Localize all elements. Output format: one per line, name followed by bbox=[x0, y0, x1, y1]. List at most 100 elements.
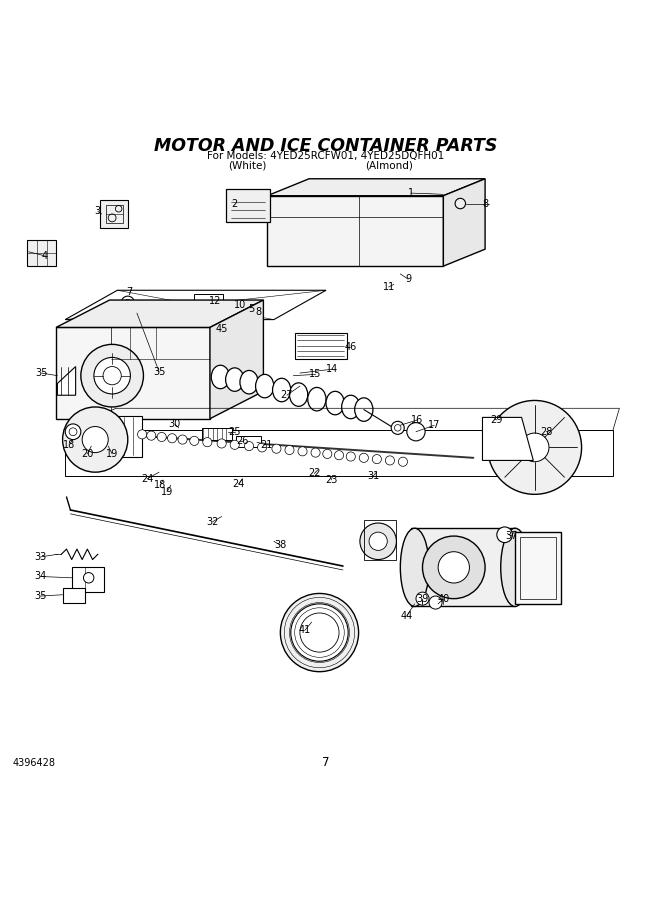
Text: 40: 40 bbox=[437, 594, 449, 604]
Circle shape bbox=[240, 302, 250, 311]
Circle shape bbox=[291, 604, 348, 662]
Text: 19: 19 bbox=[161, 487, 173, 497]
Circle shape bbox=[178, 435, 187, 444]
Polygon shape bbox=[226, 189, 270, 221]
Polygon shape bbox=[295, 333, 347, 359]
Text: 38: 38 bbox=[274, 540, 286, 550]
Circle shape bbox=[429, 596, 442, 609]
Polygon shape bbox=[236, 436, 261, 447]
Circle shape bbox=[103, 366, 121, 385]
Text: 18: 18 bbox=[63, 440, 75, 450]
Text: 14: 14 bbox=[327, 364, 338, 374]
Ellipse shape bbox=[355, 398, 373, 421]
Circle shape bbox=[65, 424, 81, 439]
Polygon shape bbox=[202, 428, 232, 439]
Text: 7: 7 bbox=[126, 287, 132, 297]
Text: 16: 16 bbox=[411, 415, 423, 425]
Polygon shape bbox=[56, 328, 210, 418]
Circle shape bbox=[82, 427, 108, 453]
Polygon shape bbox=[515, 532, 561, 604]
Ellipse shape bbox=[400, 528, 429, 607]
Polygon shape bbox=[482, 418, 533, 461]
Ellipse shape bbox=[211, 365, 230, 389]
Ellipse shape bbox=[226, 368, 244, 392]
Circle shape bbox=[407, 423, 425, 441]
Text: 23: 23 bbox=[325, 475, 337, 485]
Circle shape bbox=[190, 436, 199, 446]
Circle shape bbox=[385, 456, 394, 465]
Text: 35: 35 bbox=[36, 368, 48, 378]
Text: 37: 37 bbox=[505, 531, 517, 541]
Circle shape bbox=[168, 434, 177, 443]
Polygon shape bbox=[56, 300, 263, 328]
Circle shape bbox=[200, 311, 223, 335]
Text: 39: 39 bbox=[417, 594, 428, 604]
Text: 5: 5 bbox=[248, 304, 255, 314]
Text: 8: 8 bbox=[255, 307, 261, 317]
Text: 27: 27 bbox=[280, 391, 293, 401]
Ellipse shape bbox=[289, 382, 308, 406]
Text: 26: 26 bbox=[237, 436, 248, 446]
Circle shape bbox=[360, 523, 396, 560]
Text: (White): (White) bbox=[229, 160, 267, 170]
Polygon shape bbox=[27, 240, 56, 266]
Text: 17: 17 bbox=[428, 420, 440, 430]
Text: 1: 1 bbox=[408, 188, 414, 198]
Circle shape bbox=[311, 448, 320, 457]
Text: 33: 33 bbox=[35, 552, 46, 562]
Text: 44: 44 bbox=[401, 610, 413, 621]
Circle shape bbox=[455, 198, 466, 209]
Text: 35: 35 bbox=[153, 367, 165, 377]
Text: 45: 45 bbox=[216, 324, 228, 334]
Circle shape bbox=[438, 552, 469, 583]
Circle shape bbox=[369, 532, 387, 551]
Text: (Almond): (Almond) bbox=[364, 160, 413, 170]
Text: 11: 11 bbox=[383, 282, 394, 292]
Circle shape bbox=[230, 440, 239, 449]
Ellipse shape bbox=[342, 395, 360, 419]
Circle shape bbox=[147, 431, 156, 440]
Text: 9: 9 bbox=[405, 274, 411, 284]
Text: 46: 46 bbox=[345, 342, 357, 352]
Text: 15: 15 bbox=[310, 369, 321, 380]
Polygon shape bbox=[72, 567, 104, 592]
Circle shape bbox=[359, 454, 368, 463]
Circle shape bbox=[346, 452, 355, 461]
Ellipse shape bbox=[308, 387, 326, 411]
Text: 41: 41 bbox=[299, 625, 311, 635]
Circle shape bbox=[258, 443, 267, 452]
Circle shape bbox=[83, 572, 94, 583]
Polygon shape bbox=[411, 528, 515, 607]
Polygon shape bbox=[210, 300, 263, 418]
Circle shape bbox=[138, 430, 147, 439]
Circle shape bbox=[323, 449, 332, 458]
Polygon shape bbox=[267, 179, 485, 195]
Text: 12: 12 bbox=[209, 296, 221, 306]
Circle shape bbox=[121, 296, 134, 310]
Text: 32: 32 bbox=[207, 517, 218, 526]
Circle shape bbox=[300, 613, 339, 652]
Circle shape bbox=[285, 446, 294, 454]
Text: For Models: 4YED25RCFW01, 4YED25DQFH01: For Models: 4YED25RCFW01, 4YED25DQFH01 bbox=[207, 151, 445, 161]
Polygon shape bbox=[57, 366, 76, 395]
Polygon shape bbox=[100, 200, 128, 229]
Circle shape bbox=[63, 407, 128, 472]
Polygon shape bbox=[63, 589, 85, 603]
Text: 3: 3 bbox=[95, 206, 101, 216]
Circle shape bbox=[416, 592, 429, 605]
Text: 24: 24 bbox=[233, 479, 244, 489]
Text: 29: 29 bbox=[491, 415, 503, 425]
Circle shape bbox=[280, 593, 359, 671]
Ellipse shape bbox=[240, 371, 258, 394]
Text: 20: 20 bbox=[82, 449, 93, 459]
Polygon shape bbox=[194, 293, 223, 305]
Circle shape bbox=[334, 451, 344, 460]
Circle shape bbox=[157, 432, 166, 442]
Text: 24: 24 bbox=[141, 473, 153, 483]
Polygon shape bbox=[91, 416, 142, 456]
Circle shape bbox=[391, 421, 404, 435]
Circle shape bbox=[81, 345, 143, 407]
Text: 19: 19 bbox=[106, 449, 118, 459]
Text: 7: 7 bbox=[322, 757, 330, 770]
Circle shape bbox=[497, 526, 512, 543]
